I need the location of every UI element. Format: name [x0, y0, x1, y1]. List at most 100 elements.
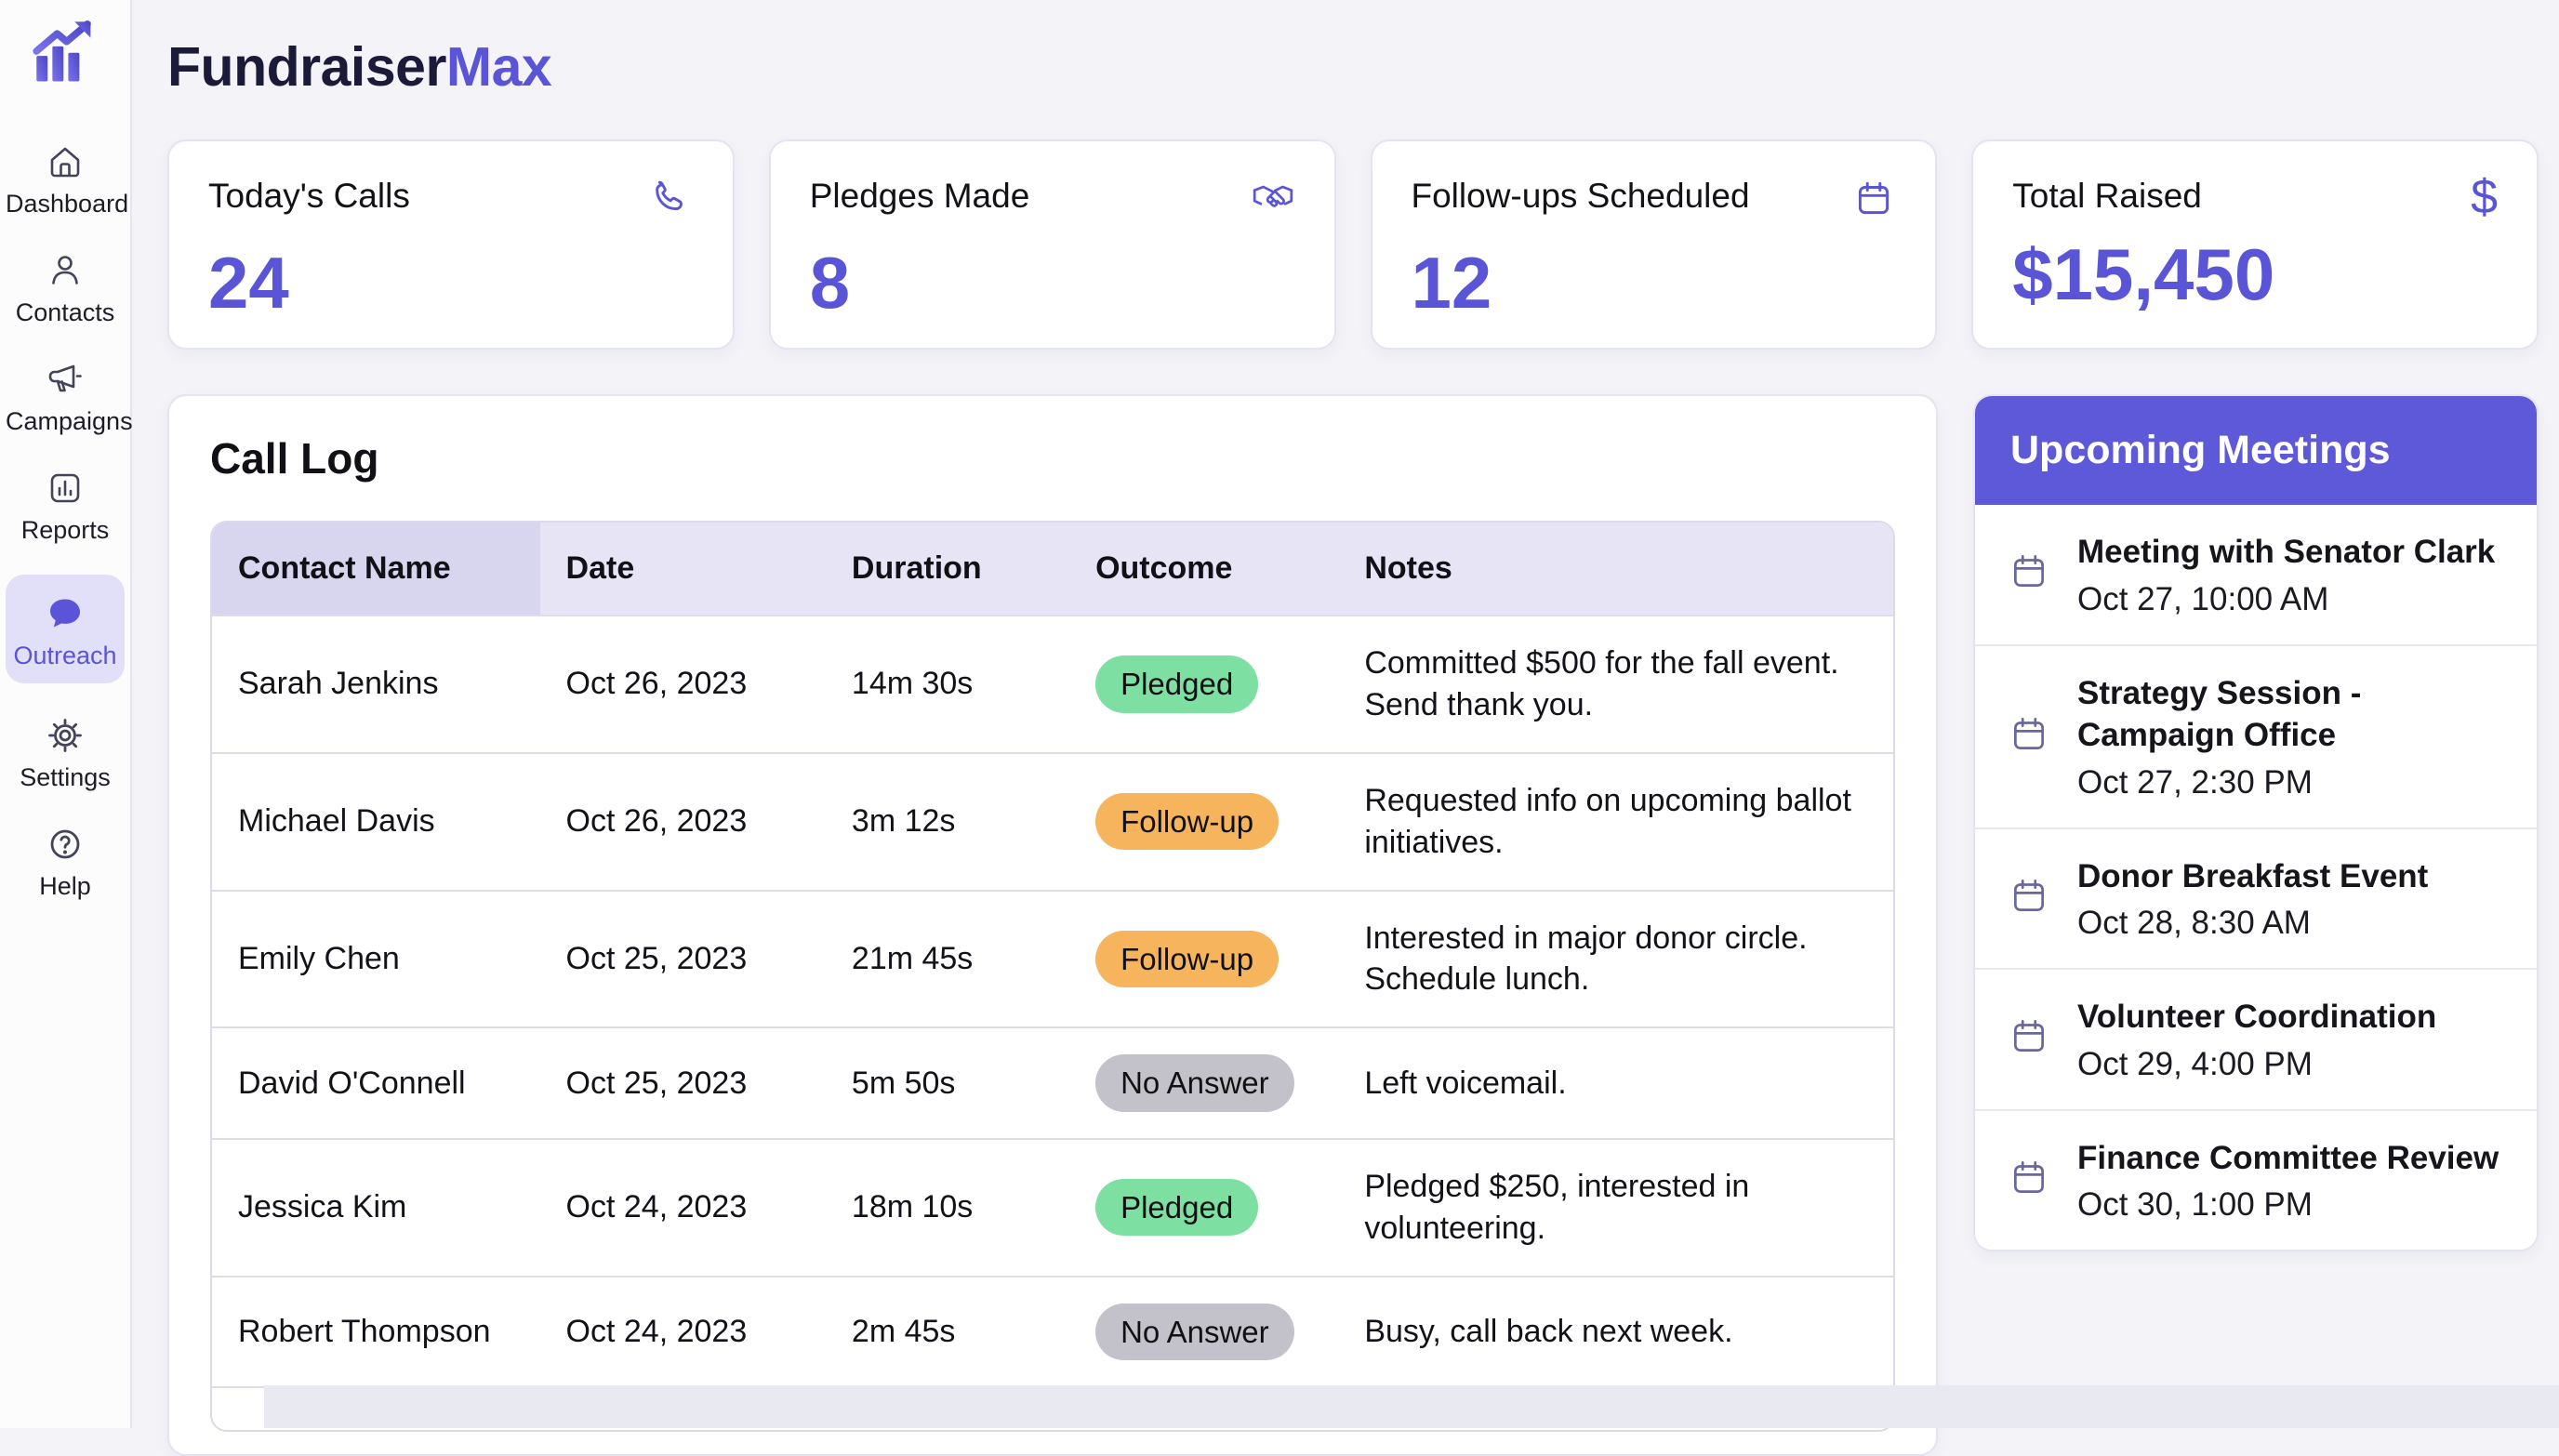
call-log-row[interactable]: David O'Connell Oct 25, 2023 5m 50s No A… [212, 1027, 1893, 1139]
bottom-band [264, 1385, 2559, 1428]
call-log-row[interactable]: Robert Thompson Oct 24, 2023 2m 45s No A… [212, 1276, 1893, 1388]
calendar-icon [2007, 1014, 2051, 1064]
meeting-item[interactable]: Donor Breakfast Event Oct 28, 8:30 AM [1975, 827, 2537, 968]
contact-name-cell: Robert Thompson [238, 1313, 491, 1349]
outcome-cell: No Answer [1069, 1027, 1338, 1139]
sidebar-item-label: Outreach [13, 642, 117, 669]
duration-cell: 18m 10s [851, 1189, 974, 1225]
sidebar-item-reports[interactable]: Reports [6, 466, 125, 545]
contact-name-cell: Jessica Kim [238, 1189, 407, 1225]
meeting-time: Oct 28, 8:30 AM [2077, 905, 2311, 941]
call-log-card: Call Log Contact Name Date Duration Outc… [167, 394, 1938, 1456]
column-header-contact-name[interactable]: Contact Name [212, 523, 540, 615]
duration-cell: 5m 50s [851, 1065, 956, 1101]
sidebar-item-settings[interactable]: Settings [6, 713, 125, 792]
duration-cell: 14m 30s [851, 666, 974, 702]
column-header-outcome[interactable]: Outcome [1069, 523, 1339, 615]
outcome-badge: Follow-up [1095, 792, 1280, 851]
call-log-row[interactable]: Michael Davis Oct 26, 2023 3m 12s Follow… [212, 752, 1893, 891]
date-cell: Oct 24, 2023 [565, 1313, 748, 1349]
call-log-row[interactable]: Sarah Jenkins Oct 26, 2023 14m 30s Pledg… [212, 615, 1893, 753]
app-title: FundraiserMax [167, 35, 2539, 99]
stat-value: 8 [809, 242, 851, 324]
call-log-table: Contact Name Date Duration Outcome Notes [210, 521, 1895, 1433]
outcome-cell: Pledged [1069, 1139, 1338, 1277]
sidebar-nav: Dashboard Contacts [0, 139, 133, 901]
outcome-badge: Pledged [1095, 655, 1259, 713]
sidebar-item-label: Help [39, 872, 91, 900]
stat-card-total-raised: Total Raised $ $15,450 [1971, 139, 2539, 350]
outcome-cell: No Answer [1069, 1277, 1338, 1388]
sidebar-item-label: Settings [20, 763, 111, 791]
call-log-row[interactable]: Jessica Kim Oct 24, 2023 18m 10s Pledged… [212, 1138, 1893, 1277]
date-cell: Oct 26, 2023 [565, 666, 748, 702]
date-cell: Oct 25, 2023 [565, 940, 748, 976]
table-header-row: Contact Name Date Duration Outcome Notes [212, 523, 1893, 615]
sidebar-item-outreach[interactable]: Outreach [6, 575, 125, 683]
stat-card-followups-scheduled: Follow-ups Scheduled 12 [1370, 139, 1938, 350]
column-header-duration[interactable]: Duration [825, 523, 1070, 615]
calendar-icon [2007, 1156, 2051, 1205]
chat-bubble-icon [9, 591, 121, 636]
megaphone-icon [6, 357, 125, 402]
meeting-item[interactable]: Finance Committee Review Oct 30, 1:00 PM [1975, 1108, 2537, 1250]
notes-cell: Busy, call back next week. [1364, 1313, 1733, 1349]
sidebar-item-label: Reports [20, 516, 110, 544]
meeting-title: Finance Committee Review [2077, 1139, 2499, 1176]
dollar-icon: $ [2471, 170, 2498, 224]
sidebar-item-label: Contacts [15, 298, 115, 326]
meetings-list: Meeting with Senator Clark Oct 27, 10:00… [1975, 505, 2537, 1250]
column-header-notes[interactable]: Notes [1338, 523, 1893, 615]
call-log-title: Call Log [210, 434, 379, 483]
stats-row: Today's Calls 24 Pledges Made [167, 139, 2539, 350]
app-title-accent: Max [445, 36, 552, 98]
notes-cell: Pledged $250, interested in volunteering… [1364, 1168, 1750, 1246]
sidebar-item-help[interactable]: Help [6, 822, 125, 901]
home-icon [6, 139, 125, 184]
brand-logo-icon[interactable] [27, 13, 103, 89]
calendar-icon [2007, 712, 2051, 761]
outcome-cell: Follow-up [1069, 891, 1338, 1028]
meeting-title: Meeting with Senator Clark [2077, 534, 2496, 570]
outcome-cell: Follow-up [1069, 753, 1338, 891]
sidebar: Dashboard Contacts [0, 0, 133, 1428]
meeting-title: Strategy Session - Campaign Office [2077, 674, 2362, 754]
contact-name-cell: David O'Connell [238, 1065, 466, 1101]
date-cell: Oct 24, 2023 [565, 1189, 748, 1225]
sidebar-item-contacts[interactable]: Contacts [6, 248, 125, 327]
bar-chart-icon [6, 466, 125, 510]
calendar-icon [2007, 874, 2051, 923]
outcome-cell: Pledged [1069, 615, 1338, 753]
meeting-time: Oct 29, 4:00 PM [2077, 1045, 2313, 1082]
meeting-time: Oct 30, 1:00 PM [2077, 1186, 2313, 1223]
sidebar-item-label: Dashboard [6, 190, 129, 218]
sidebar-item-dashboard[interactable]: Dashboard [6, 139, 129, 218]
stat-label: Today's Calls [208, 177, 410, 215]
contact-name-cell: Emily Chen [238, 940, 400, 976]
sidebar-item-campaigns[interactable]: Campaigns [6, 357, 133, 436]
stat-card-pledges-made: Pledges Made 8 [768, 139, 1336, 350]
notes-cell: Committed $500 for the fall event. Send … [1364, 645, 1839, 722]
meeting-title: Volunteer Coordination [2077, 999, 2437, 1035]
meeting-item[interactable]: Meeting with Senator Clark Oct 27, 10:00… [1975, 505, 2537, 644]
stat-value: 12 [1411, 242, 1492, 324]
outcome-badge: Pledged [1095, 1178, 1259, 1237]
outcome-badge: Follow-up [1095, 930, 1280, 988]
stat-label: Follow-ups Scheduled [1411, 177, 1750, 215]
meeting-item[interactable]: Volunteer Coordination Oct 29, 4:00 PM [1975, 968, 2537, 1109]
outcome-badge: No Answer [1095, 1303, 1294, 1361]
content-row: Call Log Contact Name Date Duration Outc… [167, 394, 2539, 1456]
date-cell: Oct 26, 2023 [565, 803, 748, 840]
notes-cell: Left voicemail. [1364, 1065, 1567, 1101]
call-log-row[interactable]: Emily Chen Oct 25, 2023 21m 45s Follow-u… [212, 890, 1893, 1028]
date-cell: Oct 25, 2023 [565, 1065, 748, 1101]
stat-card-todays-calls: Today's Calls 24 [167, 139, 735, 350]
meeting-title: Donor Breakfast Event [2077, 857, 2429, 894]
column-header-date[interactable]: Date [539, 523, 826, 615]
meeting-item[interactable]: Strategy Session - Campaign Office Oct 2… [1975, 643, 2537, 827]
question-mark-icon [6, 822, 125, 867]
duration-cell: 3m 12s [851, 803, 956, 840]
upcoming-meetings-panel: Upcoming Meetings Meeting [1973, 394, 2539, 1251]
main-content: FundraiserMax Today's Calls 24 Pledges M… [132, 0, 2559, 1456]
